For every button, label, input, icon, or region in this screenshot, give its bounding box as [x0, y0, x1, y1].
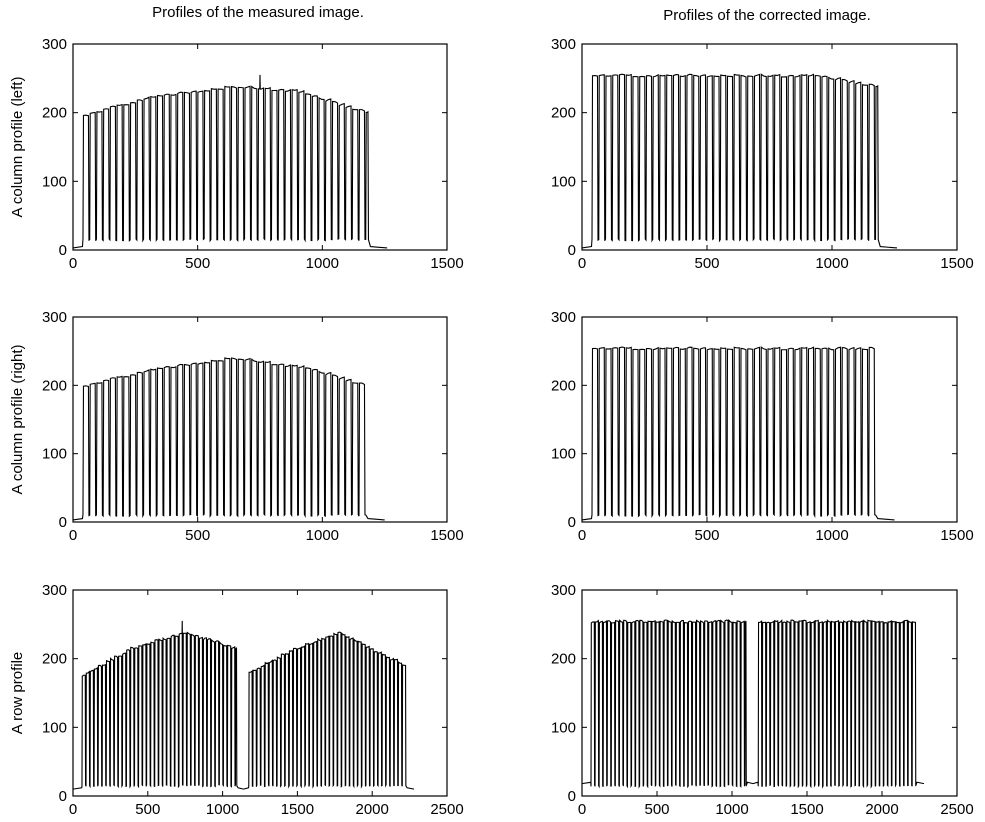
x-tick-label: 2500: [430, 801, 463, 818]
y-axis-label: A row profile: [9, 652, 26, 735]
x-tick-label: 1000: [715, 801, 748, 818]
chart-panel: 0 100 200 300 0 500 1000 1500: [551, 309, 974, 544]
x-tick-label: 1500: [430, 255, 463, 272]
chart-panel: 0 100 200 300 0 500 1000 1500 2000 2500: [551, 582, 974, 818]
x-tick-label: 500: [694, 527, 719, 544]
y-tick-label: 0: [568, 788, 576, 805]
x-tick-label: 1500: [790, 801, 823, 818]
y-tick-label: 100: [42, 719, 67, 736]
y-tick-label: 100: [551, 173, 576, 190]
y-tick-label: 0: [59, 514, 67, 531]
y-axis-label: A column profile (right): [9, 344, 26, 494]
y-tick-label: 300: [551, 582, 576, 599]
x-tick-label: 500: [644, 801, 669, 818]
axes-frame: [72, 316, 448, 523]
x-tick-label: 1500: [940, 255, 973, 272]
y-tick-label: 200: [42, 105, 67, 122]
y-tick-label: 300: [551, 36, 576, 53]
x-tick-label: 0: [578, 527, 586, 544]
x-tick-label: 0: [578, 255, 586, 272]
x-tick-label: 1500: [281, 801, 314, 818]
profile-line: [581, 73, 898, 249]
profile-line: [72, 620, 244, 790]
y-axis-label: A column profile (left): [9, 77, 26, 218]
x-tick-label: 1500: [940, 527, 973, 544]
x-tick-label: 500: [185, 255, 210, 272]
corrected-column-title: Profiles of the corrected image.: [663, 7, 871, 24]
axes-frame: [581, 589, 958, 797]
y-tick-label: 300: [42, 582, 67, 599]
y-tick-label: 200: [42, 651, 67, 668]
axes-frame: [581, 316, 958, 523]
x-tick-label: 1000: [815, 255, 848, 272]
measured-column-title: Profiles of the measured image.: [152, 4, 364, 21]
y-tick-label: 0: [568, 514, 576, 531]
y-tick-label: 100: [42, 173, 67, 190]
y-tick-label: 0: [568, 242, 576, 259]
x-tick-label: 0: [578, 801, 586, 818]
chart-panel: 0 100 200 300 0 500 1000 1500 2000 2500 A row prof…: [9, 582, 464, 818]
chart-panel: 0 100 200 300 0 500 1000 1500 A column profile (…: [9, 309, 464, 544]
profile-line: [72, 357, 385, 521]
y-tick-label: 200: [551, 651, 576, 668]
y-tick-label: 200: [551, 105, 576, 122]
x-tick-label: 2000: [865, 801, 898, 818]
x-tick-label: 0: [69, 255, 77, 272]
profile-line: [243, 631, 415, 790]
x-tick-label: 1000: [206, 801, 239, 818]
chart-panel: 0 100 200 300 0 500 1000 1500 A column profile (…: [9, 36, 464, 272]
x-tick-label: 1000: [306, 527, 339, 544]
x-tick-label: 500: [135, 801, 160, 818]
y-tick-label: 200: [551, 377, 576, 394]
x-tick-label: 2500: [940, 801, 973, 818]
y-tick-label: 300: [42, 36, 67, 53]
y-tick-label: 0: [59, 788, 67, 805]
x-tick-label: 2000: [356, 801, 389, 818]
axes-frame: [581, 43, 958, 251]
chart-panel: 0 100 200 300 0 500 1000 1500: [551, 36, 974, 272]
x-tick-label: 500: [185, 527, 210, 544]
profile-line: [72, 74, 388, 249]
x-tick-label: 0: [69, 527, 77, 544]
y-tick-label: 300: [42, 309, 67, 326]
x-tick-label: 1500: [430, 527, 463, 544]
x-tick-label: 0: [69, 801, 77, 818]
y-tick-label: 100: [42, 446, 67, 463]
axes-frame: [72, 589, 448, 797]
profile-line: [752, 619, 925, 789]
y-tick-label: 0: [59, 242, 67, 259]
x-tick-label: 1000: [815, 527, 848, 544]
x-tick-label: 1000: [306, 255, 339, 272]
axes-frame: [72, 43, 448, 251]
y-tick-label: 100: [551, 446, 576, 463]
y-tick-label: 100: [551, 719, 576, 736]
y-tick-label: 200: [42, 377, 67, 394]
x-tick-label: 500: [694, 255, 719, 272]
profile-line: [581, 346, 895, 521]
profile-line: [581, 618, 754, 789]
y-tick-label: 300: [551, 309, 576, 326]
